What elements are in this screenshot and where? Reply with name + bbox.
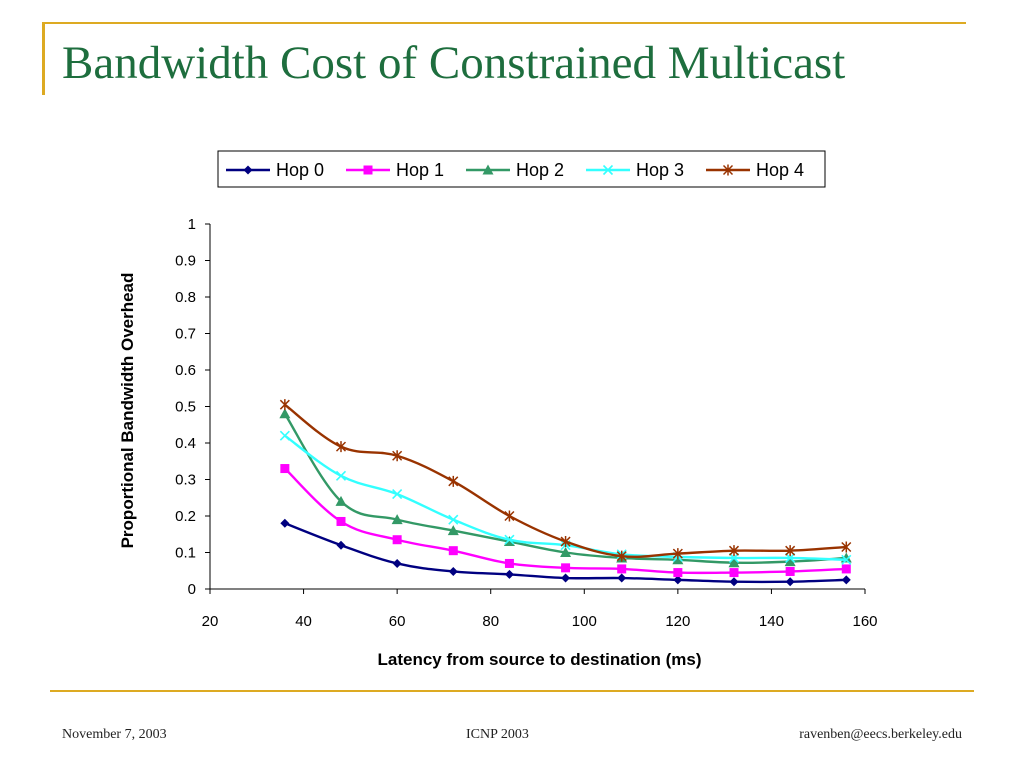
series-hop-0 xyxy=(280,518,851,587)
legend-label: Hop 3 xyxy=(636,160,684,180)
top-accent-rule xyxy=(42,22,966,24)
y-tick-label: 0.7 xyxy=(175,326,196,343)
y-tick-label: 0.5 xyxy=(175,399,196,416)
data-point xyxy=(392,535,402,545)
legend-label: Hop 4 xyxy=(756,160,804,180)
y-tick-label: 0 xyxy=(188,581,196,598)
data-point xyxy=(841,575,851,585)
data-point xyxy=(728,545,740,557)
y-tick-label: 1 xyxy=(188,216,196,233)
legend-item: Hop 0 xyxy=(226,160,324,180)
data-point xyxy=(729,577,739,587)
data-point xyxy=(672,548,683,560)
y-tick-label: 0.8 xyxy=(175,289,196,306)
footer-rule xyxy=(50,690,974,692)
data-point xyxy=(728,557,740,568)
data-point xyxy=(391,514,403,525)
x-tick-label: 60 xyxy=(389,613,406,630)
data-point xyxy=(729,568,739,578)
legend-label: Hop 1 xyxy=(396,160,444,180)
data-point xyxy=(448,514,459,525)
data-point xyxy=(504,558,514,568)
data-point xyxy=(335,441,347,453)
legend-item: Hop 2 xyxy=(466,160,564,180)
x-tick-label: 100 xyxy=(572,613,597,630)
legend-marker xyxy=(482,164,494,175)
series-hop-2 xyxy=(279,408,852,568)
x-tick-label: 140 xyxy=(759,613,784,630)
data-point xyxy=(616,550,627,562)
x-tick-label: 20 xyxy=(202,613,219,630)
data-point xyxy=(448,475,459,487)
legend-marker xyxy=(722,164,734,176)
legend-marker xyxy=(243,165,253,175)
data-point xyxy=(785,566,795,576)
data-point xyxy=(784,556,796,567)
x-axis-label: Latency from source to destination (ms) xyxy=(378,650,702,669)
data-point xyxy=(728,552,740,564)
data-point xyxy=(504,510,515,522)
x-tick-label: 80 xyxy=(482,613,499,630)
data-point xyxy=(785,545,796,557)
footer-email: ravenben@eecs.berkeley.edu xyxy=(799,727,962,742)
title-accent-bar xyxy=(42,22,45,95)
data-point xyxy=(561,573,571,583)
y-tick-label: 0.6 xyxy=(175,362,196,379)
legend-item: Hop 1 xyxy=(346,160,444,180)
x-tick-label: 40 xyxy=(295,613,312,630)
footer-date: November 7, 2003 xyxy=(62,727,167,742)
data-point xyxy=(448,546,458,556)
data-point xyxy=(504,569,514,579)
legend-item: Hop 4 xyxy=(706,160,804,180)
data-point xyxy=(617,573,627,583)
data-point xyxy=(560,547,572,557)
legend-label: Hop 0 xyxy=(276,160,324,180)
data-point xyxy=(841,541,852,553)
data-point xyxy=(561,563,571,573)
data-point xyxy=(335,470,347,481)
data-point xyxy=(280,464,290,474)
slide-title: Bandwidth Cost of Constrained Multicast xyxy=(62,37,846,89)
data-point xyxy=(504,534,515,545)
series-line xyxy=(283,413,847,565)
data-point xyxy=(392,489,403,500)
y-axis-label: Proportional Bandwidth Overhead xyxy=(118,273,137,549)
y-tick-label: 0.9 xyxy=(175,253,196,270)
data-point xyxy=(617,564,627,574)
legend-marker xyxy=(602,164,614,176)
data-point xyxy=(841,554,852,565)
series-hop-1 xyxy=(280,464,851,578)
data-point xyxy=(448,566,458,576)
y-tick-label: 0.1 xyxy=(175,545,196,562)
data-point xyxy=(672,554,684,565)
data-point xyxy=(279,408,291,419)
data-point xyxy=(392,558,402,568)
data-point xyxy=(335,495,347,506)
data-point xyxy=(785,577,795,587)
data-point xyxy=(673,575,683,585)
data-point xyxy=(336,540,346,550)
data-point xyxy=(785,552,796,564)
data-point xyxy=(336,516,346,526)
data-point xyxy=(280,518,290,528)
series-hop-4 xyxy=(279,399,852,562)
data-point xyxy=(560,536,571,548)
legend-item: Hop 3 xyxy=(586,160,684,180)
footer-conference: ICNP 2003 xyxy=(466,727,529,742)
data-point xyxy=(841,564,851,574)
x-tick-label: 120 xyxy=(665,613,690,630)
y-tick-label: 0.3 xyxy=(175,472,196,489)
data-point xyxy=(279,430,290,441)
x-tick-label: 160 xyxy=(852,613,877,630)
y-tick-label: 0.2 xyxy=(175,508,196,525)
legend-label: Hop 2 xyxy=(516,160,564,180)
legend-marker xyxy=(363,165,373,175)
data-point xyxy=(447,525,459,536)
data-point xyxy=(673,568,683,578)
data-point xyxy=(279,399,290,411)
y-tick-label: 0.4 xyxy=(175,435,196,452)
data-point xyxy=(392,450,403,462)
